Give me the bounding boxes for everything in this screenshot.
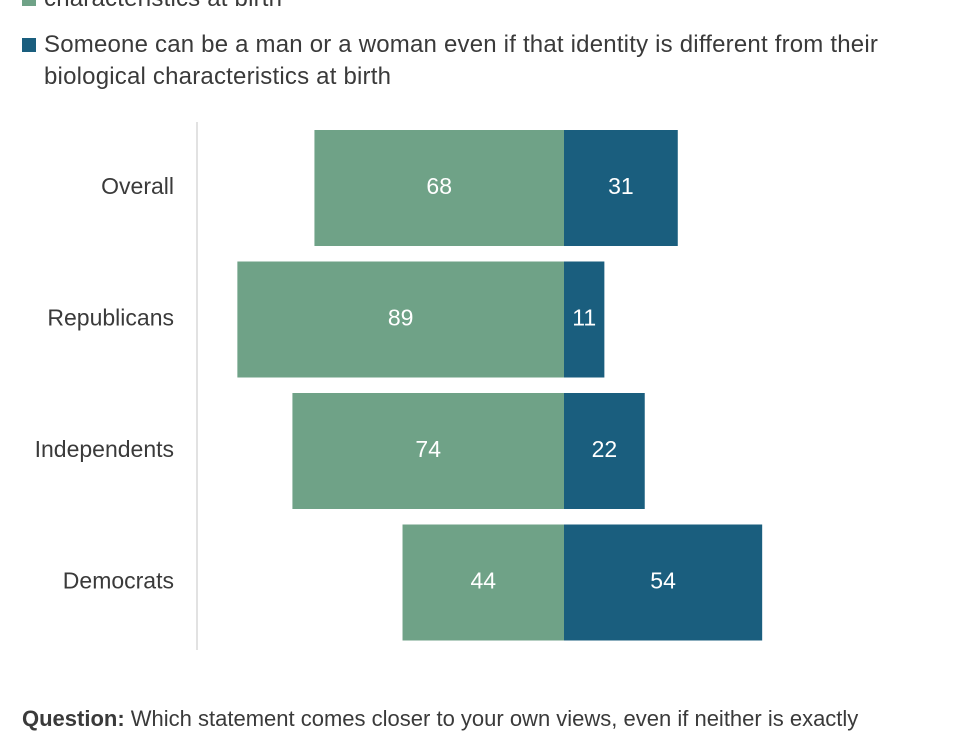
footnote-text: Which statement comes closer to your own… [130, 706, 859, 731]
bar-overall-series-1 [314, 130, 564, 246]
bar-republicans-series-2 [564, 261, 605, 378]
bar-democrats-series-1 [402, 524, 564, 641]
bar-independents-series-1 [292, 393, 564, 509]
legend-label-series-1: characteristics at birth [44, 0, 980, 15]
bar-independents-series-2 [564, 393, 645, 509]
legend-label-series-2: Someone can be a man or a woman even if … [44, 31, 879, 90]
data-label-republicans-series-2: 11 [572, 305, 596, 331]
bar-overall-series-2 [564, 130, 678, 246]
legend-item-series-1: characteristics at birth [22, 0, 980, 15]
footnote: Question: Which statement comes closer t… [22, 704, 858, 734]
bar-democrats-series-2 [564, 524, 763, 641]
data-label-overall-series-2: 31 [608, 173, 634, 199]
category-label-overall: Overall [101, 173, 174, 199]
category-label-democrats: Democrats [63, 568, 174, 594]
diverging-bar-chart: Overall 68 31 Republicans 89 11 Independents 74… [35, 122, 763, 650]
data-label-democrats-series-1: 44 [470, 568, 496, 594]
data-label-republicans-series-1: 89 [388, 305, 414, 331]
legend-swatch-series-2 [22, 38, 36, 52]
legend-item-series-2: Someone can be a man or a woman even if … [22, 29, 980, 93]
data-label-independents-series-2: 22 [592, 436, 618, 462]
data-label-independents-series-1: 74 [415, 436, 441, 462]
footnote-label: Question: [22, 706, 125, 731]
bar-republicans-series-1 [237, 261, 564, 378]
legend-swatch-series-1 [22, 0, 36, 6]
category-label-republicans: Republicans [47, 305, 174, 331]
data-label-overall-series-1: 68 [426, 173, 452, 199]
data-label-democrats-series-2: 54 [650, 568, 676, 594]
category-label-independents: Independents [35, 436, 174, 462]
